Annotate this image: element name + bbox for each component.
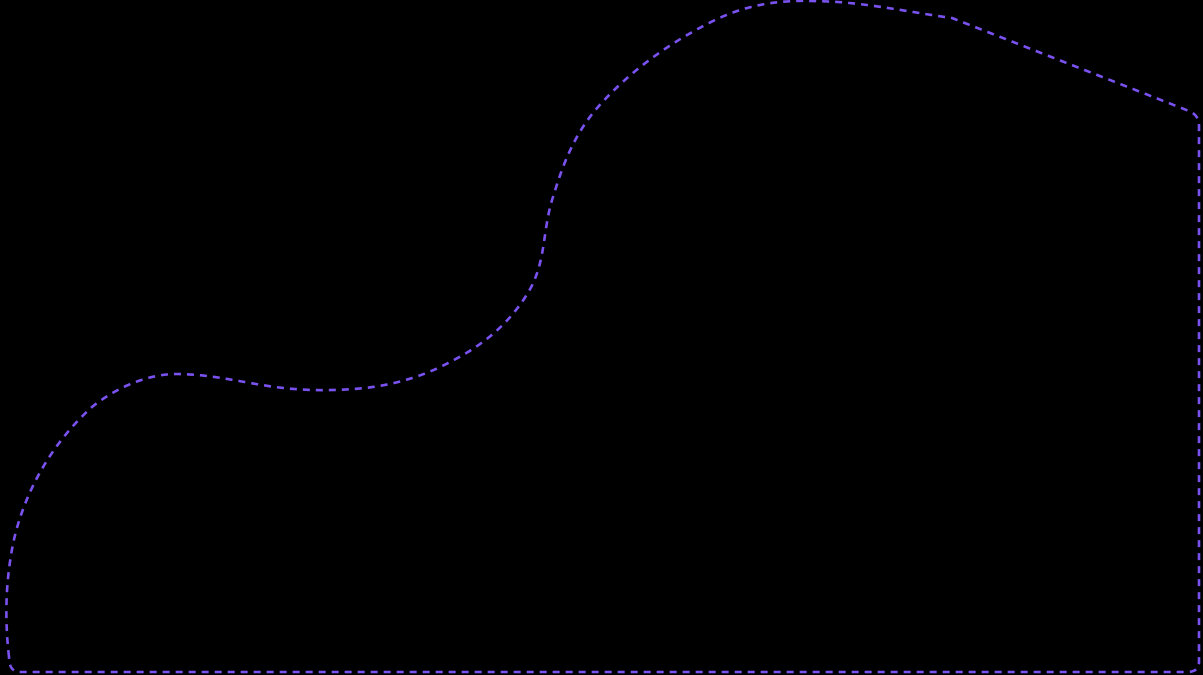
curve-path — [5, 0, 1201, 674]
